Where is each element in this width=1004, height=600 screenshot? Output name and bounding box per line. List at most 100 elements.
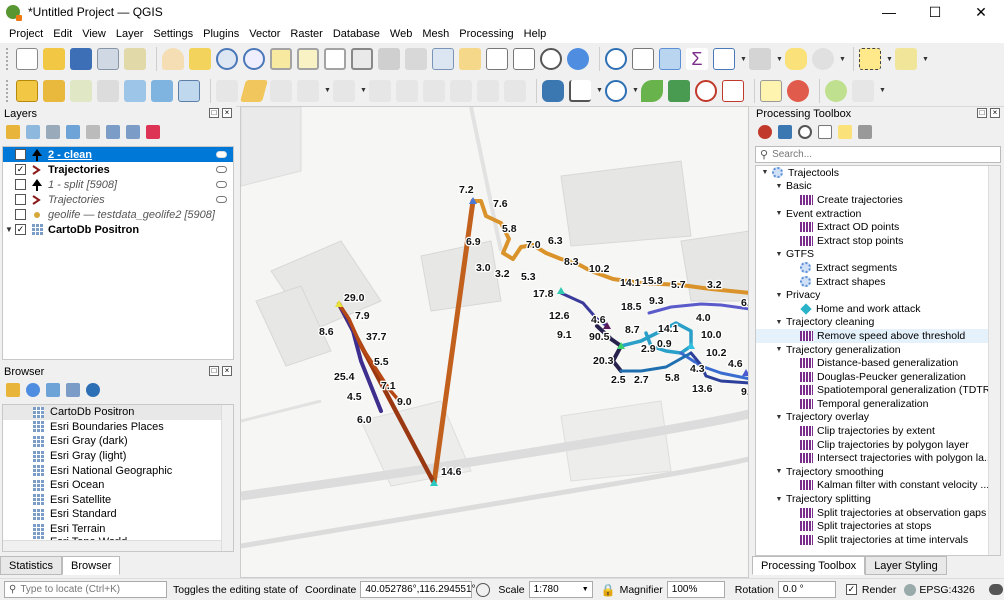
- toolbox-algorithm[interactable]: Extract shapes: [756, 275, 1000, 289]
- layer-eye-icon[interactable]: [216, 196, 227, 203]
- refresh-icon[interactable]: [567, 48, 589, 70]
- toolbox-group[interactable]: ▼ Trajectory overlay: [756, 411, 1000, 425]
- layer-eye-icon[interactable]: [216, 181, 227, 188]
- annotation-tool-icon[interactable]: [812, 48, 834, 70]
- browser-item[interactable]: Esri Standard: [3, 507, 233, 522]
- cut-features-icon[interactable]: [396, 79, 418, 102]
- new-3d-map-icon[interactable]: [459, 48, 481, 70]
- browser-item[interactable]: Esri Satellite: [3, 493, 233, 508]
- locator-input[interactable]: ⚲ Type to locate (Ctrl+K): [4, 581, 167, 598]
- options-wrench-icon[interactable]: [858, 125, 872, 139]
- temporal-controller-icon[interactable]: [540, 48, 562, 70]
- zoom-in-icon[interactable]: [216, 48, 238, 70]
- toolbox-group[interactable]: ▼ Event extraction: [756, 207, 1000, 221]
- layer-visibility-checkbox[interactable]: [15, 209, 26, 220]
- toolbox-algorithm[interactable]: Douglas-Peucker generalization: [756, 370, 1000, 384]
- toolbox-group[interactable]: ▼ Trajectory cleaning: [756, 316, 1000, 330]
- toolbox-group[interactable]: ▼ Trajectory smoothing: [756, 465, 1000, 479]
- menu-processing[interactable]: Processing: [459, 27, 514, 40]
- layout-manager-icon[interactable]: [124, 48, 146, 70]
- history-icon[interactable]: [798, 125, 812, 139]
- new-map-view-icon[interactable]: [432, 48, 454, 70]
- collapse-all-icon[interactable]: [126, 125, 140, 139]
- add-vector-layer-icon[interactable]: [70, 79, 92, 102]
- float-panel-button[interactable]: □: [209, 366, 219, 376]
- filter-browser-icon[interactable]: [46, 383, 60, 397]
- expand-arrow-icon[interactable]: ▼: [775, 495, 783, 503]
- identify-features-icon[interactable]: [605, 48, 627, 70]
- expand-arrow-icon[interactable]: ▼: [775, 291, 783, 299]
- refresh-browser-icon[interactable]: [26, 383, 40, 397]
- zoom-full-icon[interactable]: [270, 48, 292, 70]
- expand-arrow-icon[interactable]: ▼: [775, 182, 783, 190]
- select-features-icon[interactable]: [859, 48, 881, 70]
- label-abc-icon[interactable]: [760, 79, 782, 102]
- toolbox-group[interactable]: ▼ Privacy: [756, 288, 1000, 302]
- minimize-button[interactable]: —: [882, 4, 896, 20]
- lock-icon[interactable]: 🔒: [600, 582, 616, 597]
- float-panel-button[interactable]: □: [209, 108, 219, 118]
- layer-eye-icon[interactable]: [216, 166, 227, 173]
- expand-arrow-icon[interactable]: ▼: [775, 318, 783, 326]
- expand-arrow-icon[interactable]: ▼: [761, 169, 769, 177]
- edit-features-in-place-icon[interactable]: [838, 125, 852, 139]
- redo-icon[interactable]: [504, 79, 526, 102]
- toolbox-group[interactable]: ▼ Trajectools: [756, 166, 1000, 180]
- close-panel-button[interactable]: ×: [222, 108, 232, 118]
- toolbox-algorithm[interactable]: Intersect trajectories with polygon la..…: [756, 451, 1000, 465]
- browser-item[interactable]: Esri Gray (light): [3, 449, 233, 464]
- menu-help[interactable]: Help: [523, 27, 547, 40]
- browser-vertical-scrollbar[interactable]: [221, 405, 233, 551]
- zoom-selection-icon[interactable]: [297, 48, 319, 70]
- zoom-next-icon[interactable]: [405, 48, 427, 70]
- toolbox-group[interactable]: ▼ GTFS: [756, 248, 1000, 262]
- toolbox-algorithm[interactable]: Split trajectories at stops: [756, 519, 1000, 533]
- remove-layer-icon[interactable]: [146, 125, 160, 139]
- layer-visibility-checkbox[interactable]: ✓: [15, 149, 26, 160]
- statistics-sigma-icon[interactable]: Σ: [686, 48, 708, 70]
- toolbox-algorithm[interactable]: Clip trajectories by polygon layer: [756, 438, 1000, 452]
- add-wms-layer-icon[interactable]: [151, 79, 173, 102]
- close-panel-button[interactable]: ×: [990, 108, 1000, 118]
- select-by-expression-icon[interactable]: [895, 48, 917, 70]
- messages-icon[interactable]: [988, 584, 1003, 595]
- menu-web[interactable]: Web: [389, 27, 413, 40]
- browser-item[interactable]: Esri Terrain: [3, 522, 233, 537]
- layer-eye-icon[interactable]: [216, 151, 227, 158]
- render-checkbox[interactable]: ✓: [845, 584, 857, 595]
- browser-item[interactable]: Esri Gray (dark): [3, 434, 233, 449]
- plugin-layers-icon[interactable]: [668, 79, 690, 102]
- toolbox-algorithm[interactable]: Create trajectories: [756, 193, 1000, 207]
- expand-arrow-icon[interactable]: ▼: [5, 225, 13, 234]
- plugin-leaf-icon[interactable]: [641, 79, 663, 102]
- tab-statistics[interactable]: Statistics: [0, 556, 63, 575]
- layer-item[interactable]: ▼ ✓ CartoDb Positron: [3, 222, 233, 237]
- add-group-icon[interactable]: [26, 125, 40, 139]
- toolbox-algorithm[interactable]: Extract segments: [756, 261, 1000, 275]
- layer-visibility-checkbox[interactable]: ✓: [15, 164, 26, 175]
- close-button[interactable]: ✕: [975, 3, 987, 20]
- python-console-icon[interactable]: [542, 79, 564, 102]
- menu-vector[interactable]: Vector: [249, 27, 281, 40]
- save-edits-icon[interactable]: [270, 79, 292, 102]
- coordinate-field[interactable]: 40.052786°,116.294551°: [360, 581, 476, 598]
- toolbox-group[interactable]: ▼ Trajectory generalization: [756, 343, 1000, 357]
- toolbox-algorithm[interactable]: Kalman filter with constant velocity ...: [756, 479, 1000, 493]
- attribute-table-icon[interactable]: [632, 48, 654, 70]
- data-source-manager-icon[interactable]: [16, 79, 38, 102]
- geojson-icon[interactable]: [695, 79, 717, 102]
- map-canvas[interactable]: 7.2 7.6 5.8 6.9 7.0 6.3 3.0 3.2 5.3 8.3 10.2 14.1 15…: [240, 106, 749, 578]
- browser-horizontal-scrollbar[interactable]: [3, 540, 221, 551]
- scale-combobox[interactable]: 1:780 ▼: [528, 581, 593, 598]
- gps-icon[interactable]: [825, 79, 847, 102]
- zoom-out-icon[interactable]: [243, 48, 265, 70]
- current-edits-icon[interactable]: [216, 79, 238, 102]
- zoom-last-icon[interactable]: [378, 48, 400, 70]
- toolbox-search-input[interactable]: ⚲ Search...: [755, 146, 1001, 163]
- menu-edit[interactable]: Edit: [53, 27, 73, 40]
- toolbox-algorithm[interactable]: Distance-based generalization: [756, 356, 1000, 370]
- pan-to-selection-icon[interactable]: [189, 48, 211, 70]
- toolbox-group[interactable]: ▼ Basic: [756, 180, 1000, 194]
- expand-arrow-icon[interactable]: ▼: [775, 210, 783, 218]
- properties-info-icon[interactable]: [86, 383, 100, 397]
